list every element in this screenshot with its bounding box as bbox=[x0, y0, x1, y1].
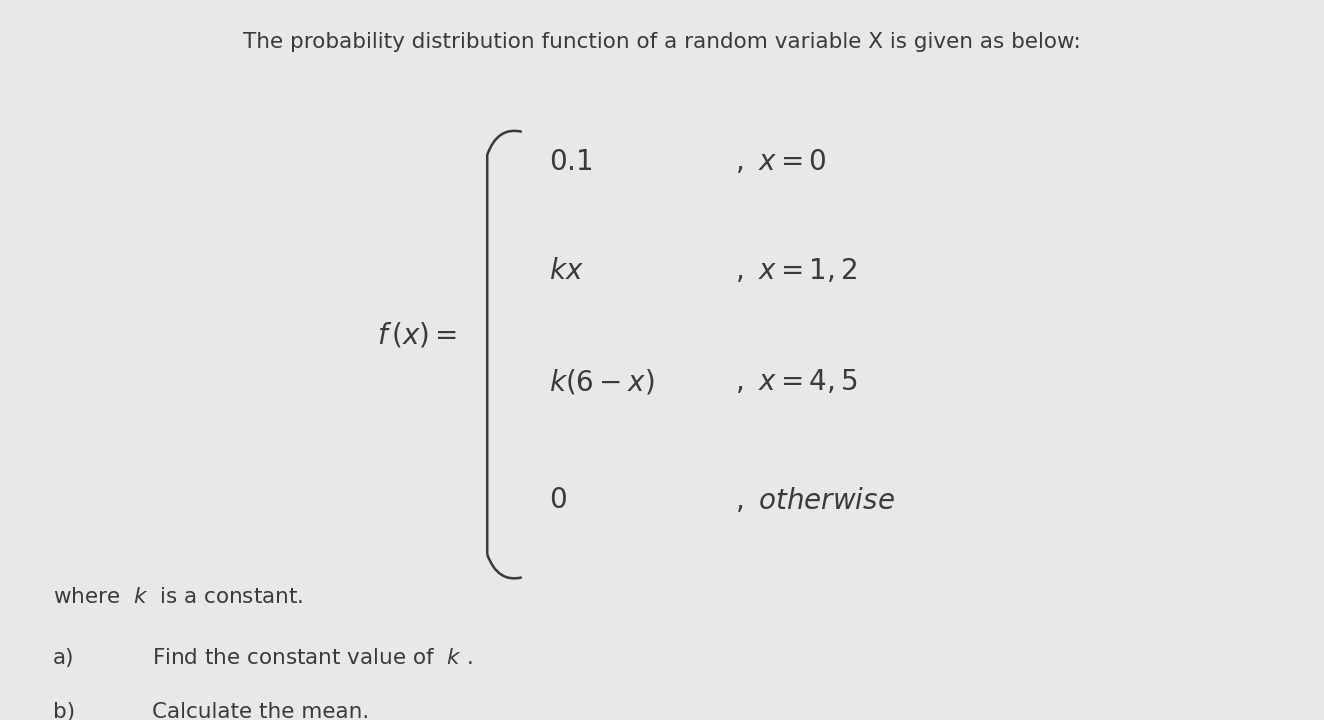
Text: $0.1$: $0.1$ bbox=[549, 148, 593, 176]
Text: where  $k$  is a constant.: where $k$ is a constant. bbox=[53, 587, 303, 607]
Text: $,\ otherwise$: $,\ otherwise$ bbox=[735, 486, 895, 515]
Text: a): a) bbox=[53, 648, 74, 668]
Text: b): b) bbox=[53, 702, 75, 720]
Text: $k(6-x)$: $k(6-x)$ bbox=[549, 367, 655, 396]
Text: $,\ x=1,2$: $,\ x=1,2$ bbox=[735, 258, 858, 285]
Text: $f\,(x)=$: $f\,(x)=$ bbox=[376, 320, 457, 349]
Text: $,\ x=4,5$: $,\ x=4,5$ bbox=[735, 368, 858, 395]
Text: $0$: $0$ bbox=[549, 487, 568, 514]
Text: $kx$: $kx$ bbox=[549, 258, 584, 285]
Text: Find the constant value of  $k$ .: Find the constant value of $k$ . bbox=[152, 648, 473, 668]
Text: Calculate the mean.: Calculate the mean. bbox=[152, 702, 369, 720]
Text: The probability distribution function of a random variable X is given as below:: The probability distribution function of… bbox=[244, 32, 1080, 53]
Text: $,\ x=0$: $,\ x=0$ bbox=[735, 148, 826, 176]
